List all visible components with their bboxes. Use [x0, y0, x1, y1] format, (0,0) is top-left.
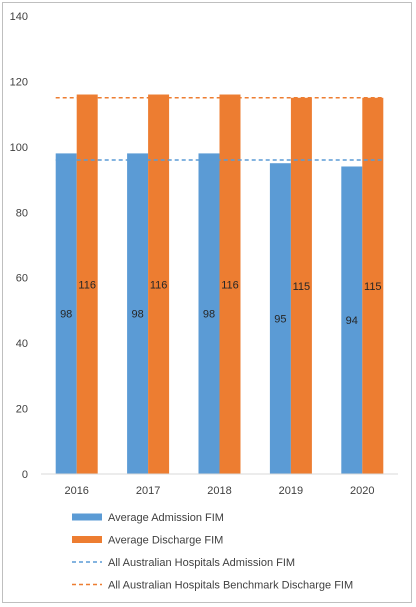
- y-tick-label: 100: [10, 142, 28, 154]
- y-tick-label: 60: [16, 273, 28, 285]
- x-tick-label: 2019: [279, 485, 303, 497]
- reference-lines: [55, 97, 384, 161]
- data-label-discharge-2020: 115: [364, 281, 382, 293]
- data-label-discharge-2016: 116: [78, 279, 96, 291]
- bar-discharge-2017: [148, 94, 170, 474]
- data-labels: 98 116 98 116 98 116 95 115 94 115: [60, 279, 381, 327]
- data-label-discharge-2018: 116: [221, 279, 239, 291]
- bar-admission-2018: [198, 153, 220, 474]
- bar-discharge-2018: [219, 94, 241, 474]
- legend-label: All Australian Hospitals Admission FIM: [108, 557, 295, 569]
- x-tick-label: 2020: [350, 485, 374, 497]
- y-tick-label: 140: [10, 11, 28, 23]
- data-label-admission-2020: 94: [346, 315, 358, 327]
- legend-label: All Australian Hospitals Benchmark Disch…: [108, 580, 353, 592]
- x-axis-ticks: 2016 2017 2018 2019 2020: [64, 485, 374, 497]
- bar-discharge-2020: [362, 97, 384, 475]
- bar-admission-2016: [55, 153, 77, 474]
- bar-discharge-2019: [290, 97, 312, 475]
- bars: [55, 94, 384, 475]
- data-label-admission-2017: 98: [131, 309, 143, 321]
- data-label-admission-2016: 98: [60, 309, 72, 321]
- bar-admission-2020: [341, 166, 363, 474]
- x-tick-label: 2018: [207, 485, 231, 497]
- legend-swatch-series-1: [72, 536, 102, 543]
- bar-admission-2017: [127, 153, 149, 474]
- y-tick-label: 0: [22, 469, 28, 481]
- y-tick-label: 40: [16, 338, 28, 350]
- data-label-admission-2018: 98: [203, 309, 215, 321]
- data-label-admission-2019: 95: [274, 314, 286, 326]
- data-label-discharge-2017: 116: [150, 279, 168, 291]
- x-tick-label: 2017: [136, 485, 160, 497]
- chart-frame: [2, 2, 412, 603]
- y-axis-ticks: 0 20 40 60 80 100 120 140: [10, 11, 28, 481]
- bar-admission-2019: [269, 163, 291, 474]
- legend-label: Average Discharge FIM: [108, 535, 223, 547]
- bar-discharge-2016: [76, 94, 98, 474]
- legend-swatch-series-0: [72, 513, 102, 521]
- y-tick-label: 120: [10, 76, 28, 88]
- legend: Average Admission FIM Average Discharge F…: [72, 512, 353, 592]
- legend-label: Average Admission FIM: [108, 512, 224, 524]
- x-tick-label: 2016: [64, 485, 88, 497]
- y-tick-label: 80: [16, 207, 28, 219]
- data-label-discharge-2019: 115: [293, 281, 311, 293]
- y-tick-label: 20: [16, 404, 28, 416]
